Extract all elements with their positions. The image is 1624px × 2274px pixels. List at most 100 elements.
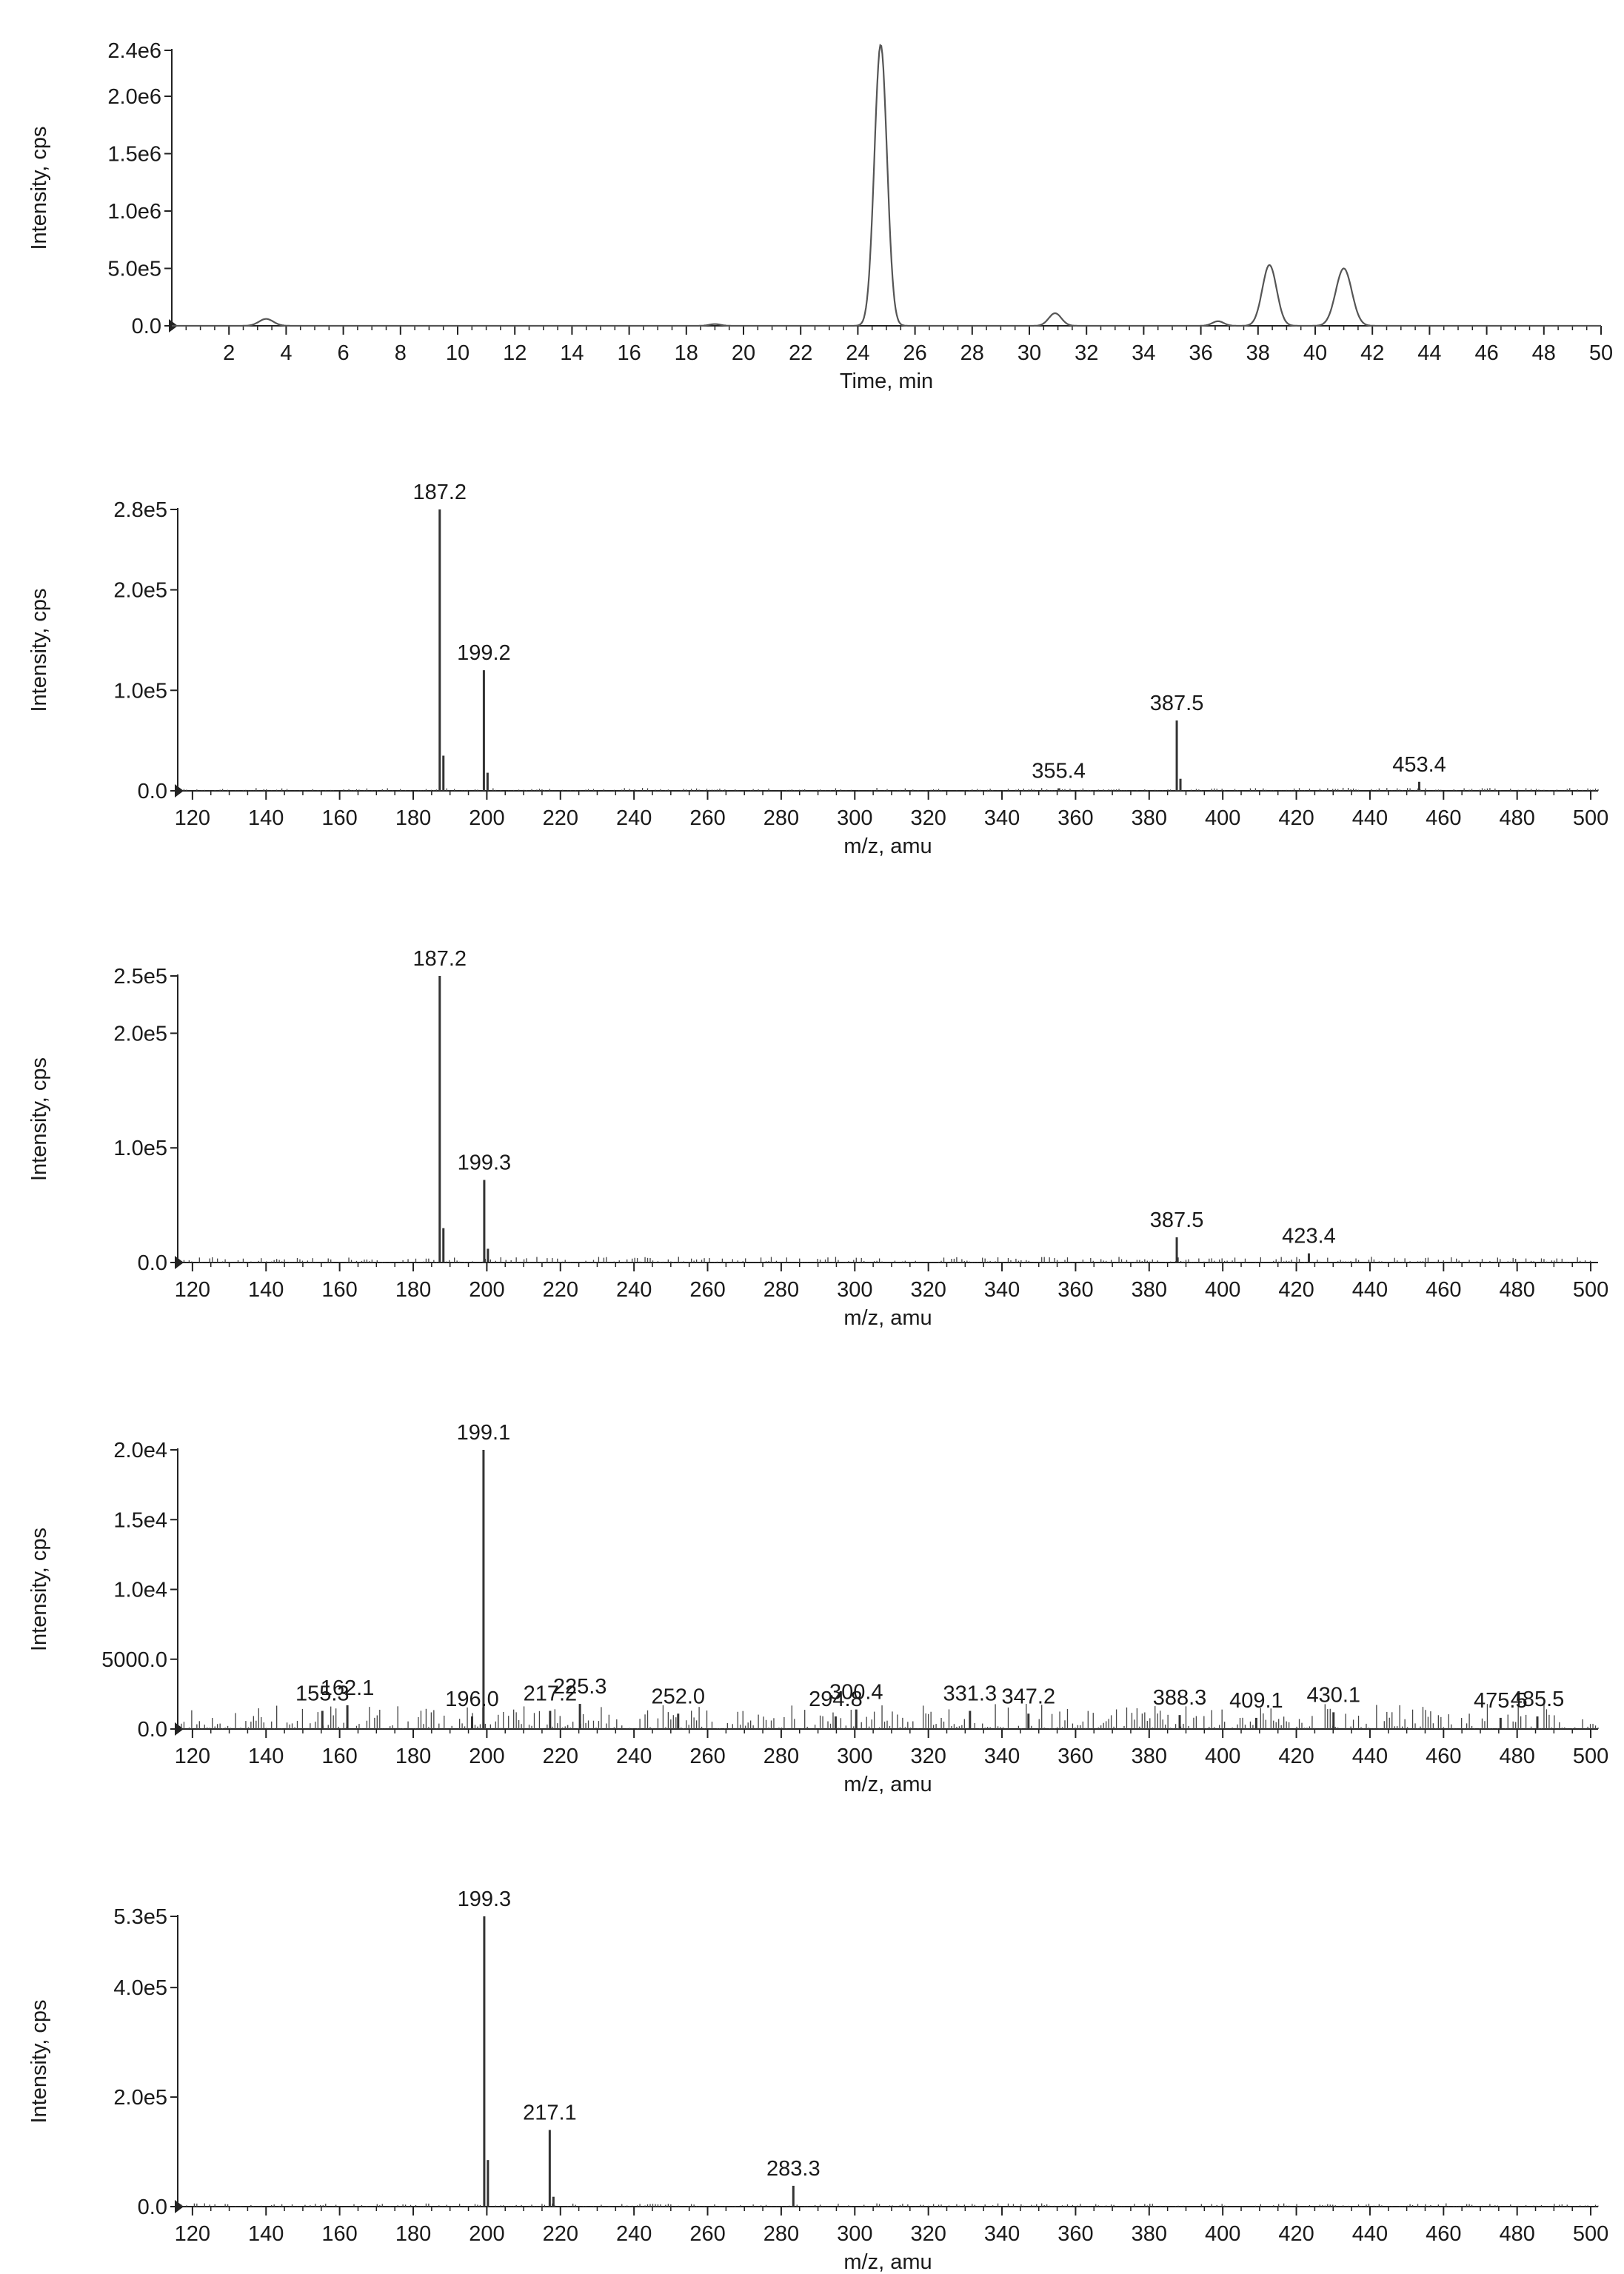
y-tick-label: 5.3e5 (113, 1905, 167, 1929)
x-tick-label: 280 (763, 1278, 799, 1302)
y-axis-title: Intensity, cps (27, 126, 51, 250)
y-tick-label: 2.5e5 (113, 965, 167, 989)
x-tick-label: 320 (910, 1278, 946, 1302)
y-tick-label: 2.0e5 (113, 579, 167, 603)
peak-label: 155.3 (295, 1682, 350, 1705)
x-tick-label: 220 (543, 2222, 578, 2246)
x-tick-label: 440 (1352, 1745, 1388, 1768)
x-tick-label: 200 (469, 1745, 504, 1768)
x-axis-title: m/z, amu (843, 1773, 932, 1796)
x-tick-label: 240 (616, 1745, 652, 1768)
x-tick-label: 460 (1426, 806, 1461, 830)
y-tick-label: 2.0e6 (107, 85, 161, 109)
x-tick-label: 420 (1278, 806, 1314, 830)
x-tick-label: 360 (1057, 1745, 1093, 1768)
x-tick-label: 440 (1352, 1278, 1388, 1302)
origin-marker (175, 2200, 184, 2213)
x-axis-title: Time, min (840, 369, 933, 393)
x-tick-label: 14 (560, 341, 584, 365)
peak-label: 387.5 (1150, 1208, 1204, 1232)
peak-label: 423.4 (1282, 1225, 1336, 1248)
origin-marker (175, 784, 184, 797)
x-tick-label: 340 (984, 806, 1020, 830)
x-tick-label: 200 (469, 1278, 504, 1302)
x-tick-label: 340 (984, 1745, 1020, 1768)
x-tick-label: 34 (1132, 341, 1155, 365)
x-tick-label: 400 (1205, 1745, 1240, 1768)
x-tick-label: 360 (1057, 2222, 1093, 2246)
x-tick-label: 140 (248, 1278, 284, 1302)
x-tick-label: 480 (1499, 806, 1534, 830)
x-tick-label: 140 (248, 1745, 284, 1768)
x-tick-label: 140 (248, 2222, 284, 2246)
x-tick-label: 240 (616, 1278, 652, 1302)
x-tick-label: 12 (503, 341, 527, 365)
x-tick-label: 16 (617, 341, 641, 365)
x-tick-label: 320 (910, 806, 946, 830)
y-tick-label: 0.0 (138, 1718, 167, 1742)
peak-label: 294.8 (809, 1688, 863, 1711)
x-tick-label: 260 (689, 2222, 725, 2246)
peak-label: 199.3 (458, 1887, 512, 1911)
peak-label: 387.5 (1150, 692, 1204, 715)
x-tick-label: 380 (1132, 1278, 1167, 1302)
y-tick-label: 1.0e6 (107, 200, 161, 224)
x-tick-label: 26 (903, 341, 926, 365)
peak-label: 187.2 (412, 947, 467, 971)
y-tick-label: 2.0e5 (113, 2086, 167, 2110)
peak-label: 283.3 (766, 2157, 821, 2181)
x-tick-label: 36 (1189, 341, 1212, 365)
x-tick-label: 42 (1360, 341, 1384, 365)
peak-label: 162.1 (321, 1676, 375, 1700)
noise-baseline (181, 787, 1599, 791)
y-tick-label: 5.0e5 (107, 258, 161, 281)
x-tick-label: 180 (395, 1745, 431, 1768)
x-tick-label: 420 (1278, 1278, 1314, 1302)
x-tick-label: 18 (675, 341, 698, 365)
x-tick-label: 2 (223, 341, 235, 365)
x-tick-label: 140 (248, 806, 284, 830)
x-tick-label: 420 (1278, 1745, 1314, 1768)
x-tick-label: 28 (960, 341, 984, 365)
x-tick-label: 340 (984, 2222, 1020, 2246)
x-tick-label: 320 (910, 1745, 946, 1768)
x-tick-label: 220 (543, 806, 578, 830)
peak-label: 217.2 (524, 1682, 578, 1705)
noise-baseline (181, 1257, 1599, 1263)
y-tick-label: 2.0e5 (113, 1022, 167, 1046)
x-axis-title: m/z, amu (843, 2250, 932, 2274)
peak-label: 331.3 (943, 1682, 998, 1705)
x-tick-label: 260 (689, 1745, 725, 1768)
y-tick-label: 1.5e6 (107, 143, 161, 167)
x-tick-label: 120 (175, 806, 210, 830)
x-tick-label: 420 (1278, 2222, 1314, 2246)
x-tick-label: 44 (1417, 341, 1441, 365)
origin-marker (175, 1256, 184, 1269)
peak-label: 217.1 (523, 2101, 577, 2124)
x-tick-label: 300 (837, 806, 872, 830)
y-axis-title: Intensity, cps (27, 1999, 51, 2123)
x-tick-label: 300 (837, 2222, 872, 2246)
x-tick-label: 46 (1474, 341, 1498, 365)
peak-label: 388.3 (1153, 1686, 1207, 1710)
x-tick-label: 400 (1205, 806, 1240, 830)
x-tick-label: 120 (175, 1278, 210, 1302)
y-axis-title: Intensity, cps (27, 1528, 51, 1651)
chromatogram-trace (172, 44, 1601, 327)
x-tick-label: 380 (1132, 806, 1167, 830)
peak-label: 355.4 (1032, 760, 1086, 783)
x-tick-label: 220 (543, 1278, 578, 1302)
peak-label: 199.3 (458, 1151, 512, 1175)
x-tick-label: 400 (1205, 1278, 1240, 1302)
y-tick-label: 1.5e4 (113, 1508, 167, 1532)
x-tick-label: 160 (321, 1745, 357, 1768)
x-tick-label: 260 (689, 806, 725, 830)
peak-label: 252.0 (651, 1685, 705, 1708)
y-tick-label: 4.0e5 (113, 1976, 167, 2000)
x-tick-label: 160 (321, 806, 357, 830)
x-tick-label: 32 (1075, 341, 1098, 365)
